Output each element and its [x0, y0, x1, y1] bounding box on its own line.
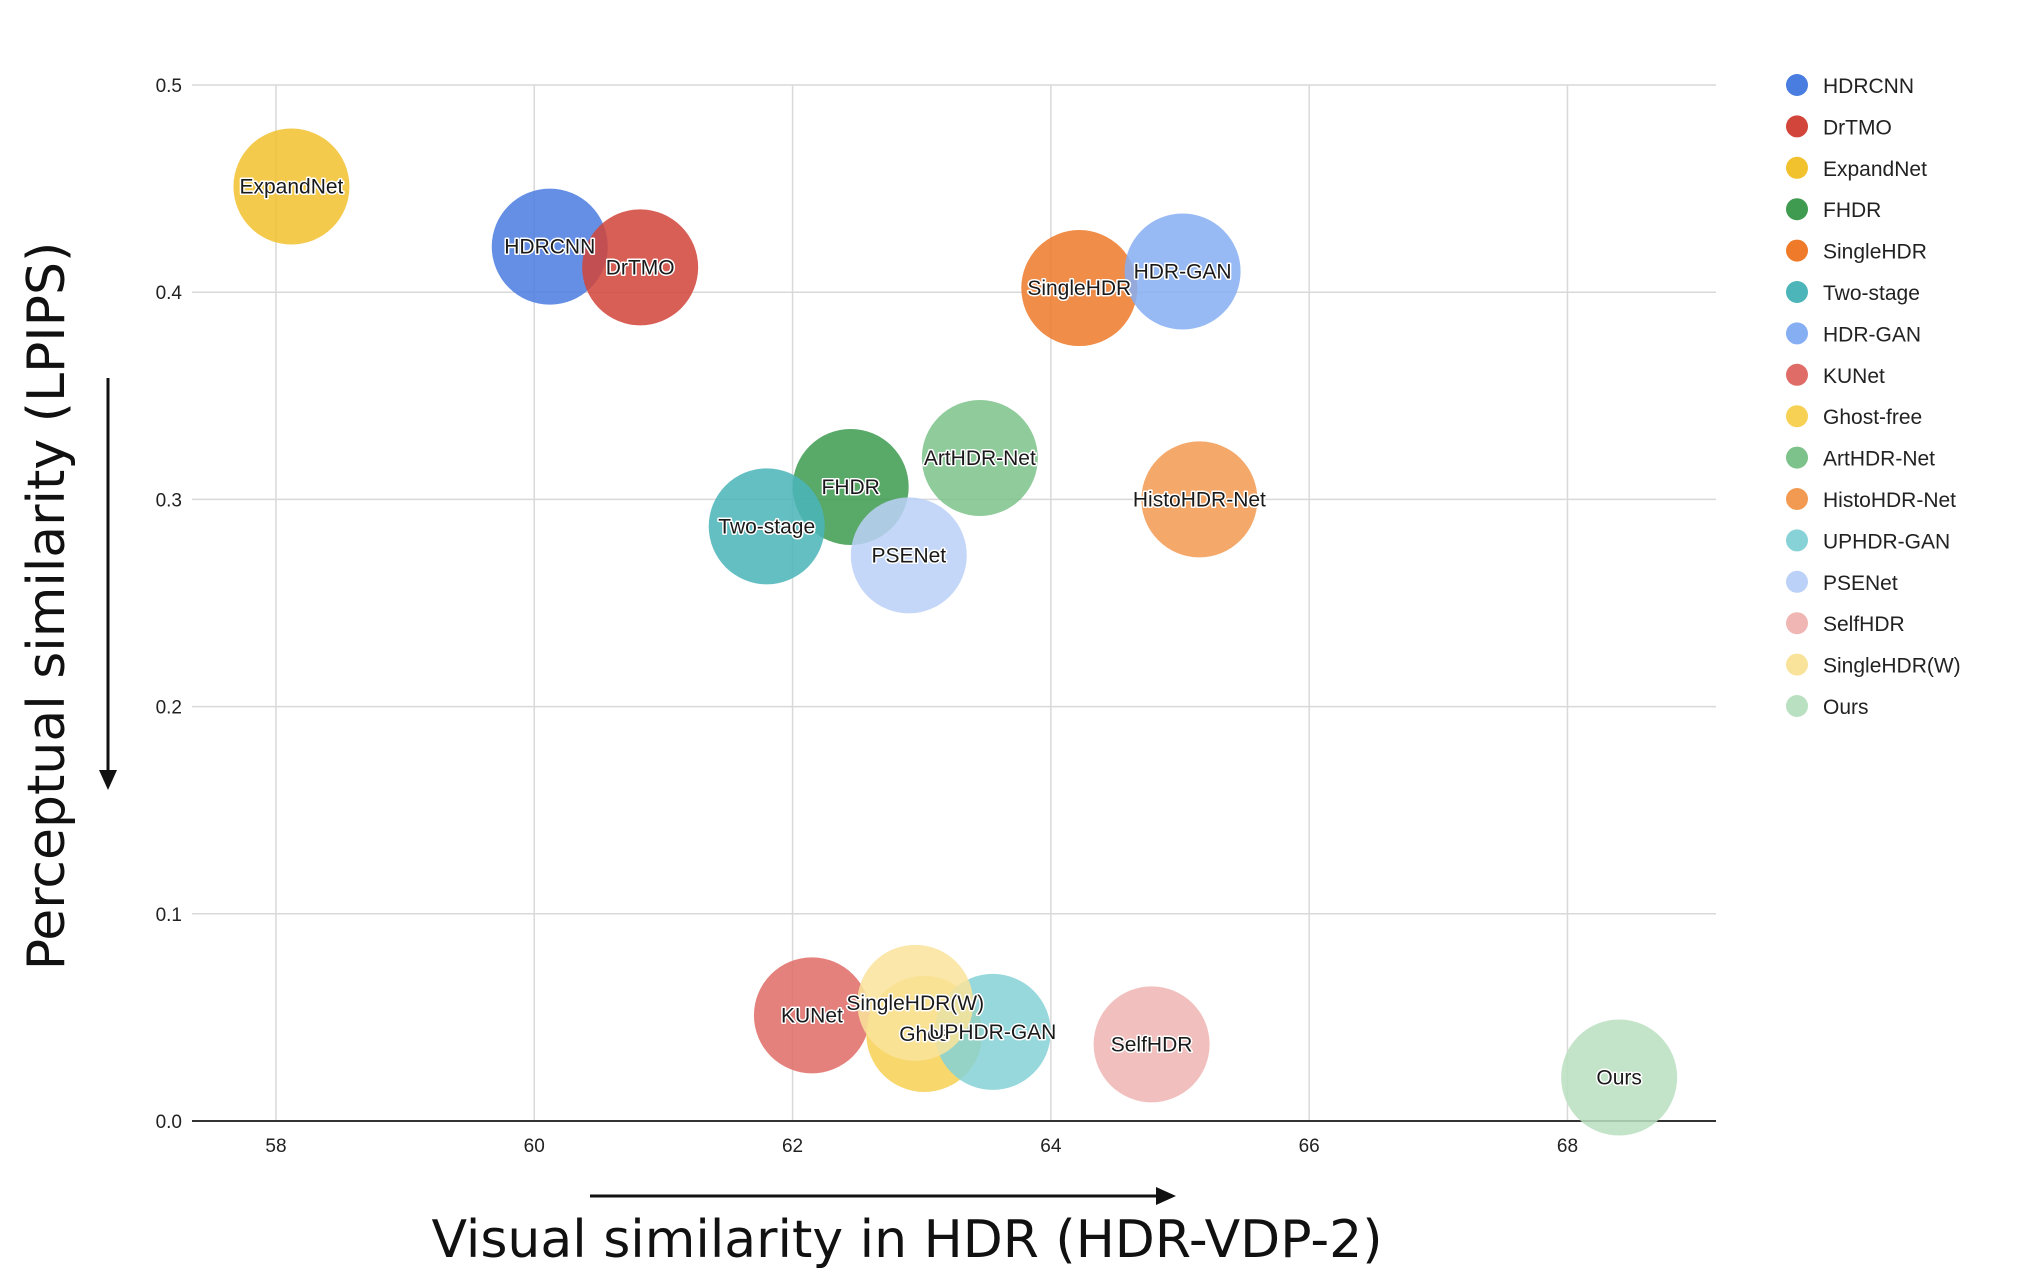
bubble-label: Ghos	[899, 1023, 949, 1046]
legend-label: SingleHDR(W)	[1823, 655, 1961, 678]
legend-swatch	[1786, 322, 1808, 345]
legend-label: ExpandNet	[1823, 158, 1927, 181]
legend-label: SingleHDR	[1823, 241, 1927, 264]
legend-swatch	[1786, 653, 1808, 676]
bubble-kunet	[753, 957, 870, 1074]
bubble-label: ArtHDR-Net	[924, 447, 1036, 470]
legend-swatch	[1786, 156, 1808, 179]
bubble-label: HDR-GAN	[1134, 260, 1232, 283]
bubble-label: PSENet	[871, 544, 946, 567]
bubble-psenet	[850, 497, 967, 614]
legend-swatch	[1786, 74, 1808, 96]
bubble-drtmo	[582, 209, 699, 326]
x-tick-label: 58	[265, 1136, 286, 1157]
legend-swatch	[1786, 570, 1808, 593]
legend-swatch	[1786, 239, 1808, 262]
x-tick-label: 60	[524, 1136, 545, 1157]
x-tick-label: 64	[1040, 1136, 1062, 1157]
bubble-expandnet	[233, 128, 350, 245]
legend-label: Ghost-free	[1823, 406, 1922, 429]
bubble-labels: HDRCNN DrTMO ExpandNet FHDR SingleHDR Two-sta…	[238, 174, 1643, 1091]
bubble-label: UPHDR-GAN	[929, 1021, 1056, 1044]
legend-label: UPHDR-GAN	[1823, 530, 1950, 553]
x-tick-label: 66	[1299, 1136, 1320, 1157]
legend: HDRCNN DrTMO ExpandNet FHDR SingleHDR Two-sta…	[1786, 74, 1961, 719]
y-tick-label: 0.1	[156, 905, 182, 926]
bubble-label: HistoHDR-Net	[1133, 488, 1266, 511]
legend-label: HDRCNN	[1823, 75, 1914, 98]
legend-swatch	[1786, 281, 1808, 303]
legend-label: FHDR	[1823, 199, 1881, 222]
legend-swatch	[1786, 115, 1808, 138]
bubble-singlehdr	[1021, 230, 1138, 347]
x-tick-label: 68	[1557, 1136, 1578, 1157]
y-tick-label: 0.3	[156, 490, 182, 511]
x-axis-title: Visual similarity in HDR (HDR-VDP-2)	[431, 1210, 1382, 1270]
axes: 0.0 0.1 0.2 0.3 0.4 0.5 58 60 62 64 66 68	[156, 76, 1716, 1157]
legend-swatch	[1786, 612, 1808, 635]
y-tick-label: 0.5	[156, 76, 182, 97]
legend-label: SelfHDR	[1823, 613, 1905, 636]
legend-label: HistoHDR-Net	[1823, 489, 1956, 512]
legend-label: PSENet	[1823, 572, 1898, 595]
bubble-label: Two-stage	[718, 515, 815, 538]
y-tick-label: 0.0	[156, 1112, 182, 1133]
bubble-label: SingleHDR	[1027, 277, 1131, 300]
bubble-two-stage	[708, 468, 825, 585]
grid-lines	[192, 84, 1716, 1121]
legend-swatch	[1786, 363, 1808, 386]
x-tick-label: 62	[782, 1136, 803, 1157]
legend-swatch	[1786, 446, 1808, 469]
bubble-histohdr-net	[1141, 441, 1258, 558]
bubble-ours	[1561, 1019, 1678, 1136]
bubble-singlehdr-w	[857, 944, 974, 1061]
legend-label: Ours	[1823, 696, 1869, 719]
bubble-hdr-gan	[1124, 213, 1241, 330]
legend-swatch	[1786, 488, 1808, 510]
x-axis-arrowhead	[1156, 1187, 1176, 1205]
legend-swatch	[1786, 198, 1808, 221]
legend-label: HDR-GAN	[1823, 323, 1921, 346]
bubble-label: SingleHDR(W)	[846, 992, 984, 1015]
legend-label: DrTMO	[1823, 116, 1892, 139]
legend-swatch	[1786, 529, 1808, 552]
legend-label: Two-stage	[1823, 282, 1920, 305]
bubble-hdrcnn	[491, 188, 608, 305]
bubble-label: KUNet	[781, 1004, 843, 1027]
bubble-selfhdr	[1093, 986, 1210, 1103]
legend-swatch	[1786, 695, 1808, 717]
bubble-label: FHDR	[822, 476, 880, 499]
bubble-label: Ours	[1596, 1066, 1642, 1089]
bubble-label: ExpandNet	[239, 176, 343, 199]
bubbles	[233, 128, 1678, 1136]
legend-label: ArtHDR-Net	[1823, 448, 1935, 471]
y-axis-title: Perceptual similarity (LPIPS)	[17, 242, 77, 971]
bubble-arthdr-net	[921, 399, 1038, 516]
bubble-label: HDRCNN	[504, 236, 595, 259]
legend-label: KUNet	[1823, 365, 1885, 388]
legend-swatch	[1786, 405, 1808, 428]
bubble-label: SelfHDR	[1111, 1033, 1193, 1056]
y-axis-arrowhead	[99, 770, 117, 790]
y-tick-label: 0.2	[156, 698, 182, 719]
y-tick-label: 0.4	[156, 283, 183, 304]
bubble-label: DrTMO	[606, 256, 675, 279]
